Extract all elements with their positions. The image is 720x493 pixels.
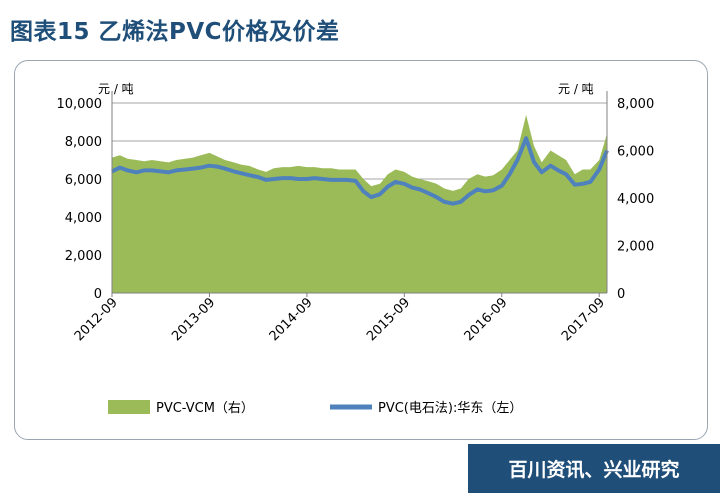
right-tick-label: 6,000: [617, 145, 654, 160]
series-area-pvc-vcm: [112, 114, 607, 294]
right-tick-label: 4,000: [617, 192, 654, 207]
legend-label-line: PVC(电石法):华东（左）: [378, 401, 522, 416]
x-tick-label: 2015-09: [364, 295, 413, 344]
source-banner: 百川资讯、兴业研究: [468, 444, 720, 493]
left-axis-unit: 元 / 吨: [98, 82, 134, 96]
legend: PVC-VCM（右） PVC(电石法):华东（左）: [108, 400, 522, 416]
x-tick-label: 2014-09: [267, 295, 316, 344]
legend-label-area: PVC-VCM（右）: [156, 401, 254, 416]
left-tick-label: 8,000: [65, 135, 102, 150]
x-tick-label: 2016-09: [462, 295, 511, 344]
right-tick-label: 8,000: [617, 97, 654, 112]
x-tick-label: 2013-09: [169, 295, 218, 344]
left-tick-label: 4,000: [65, 211, 102, 226]
left-tick-label: 2,000: [65, 249, 102, 264]
series-line-pvc-east-china: [111, 136, 609, 206]
left-tick-label: 10,000: [57, 97, 103, 112]
x-tick-label: 2012-09: [72, 295, 121, 344]
figure-title: 图表15 乙烯法PVC价格及价差: [10, 19, 340, 45]
right-tick-label: 0: [617, 287, 625, 302]
right-tick-label: 2,000: [617, 240, 654, 255]
chart-marks: [111, 114, 609, 294]
x-tick-label: 2017-09: [559, 295, 608, 344]
legend-swatch-area: [108, 400, 150, 414]
right-axis-unit: 元 / 吨: [558, 82, 594, 96]
left-tick-label: 0: [94, 287, 102, 302]
left-tick-label: 6,000: [65, 173, 102, 188]
